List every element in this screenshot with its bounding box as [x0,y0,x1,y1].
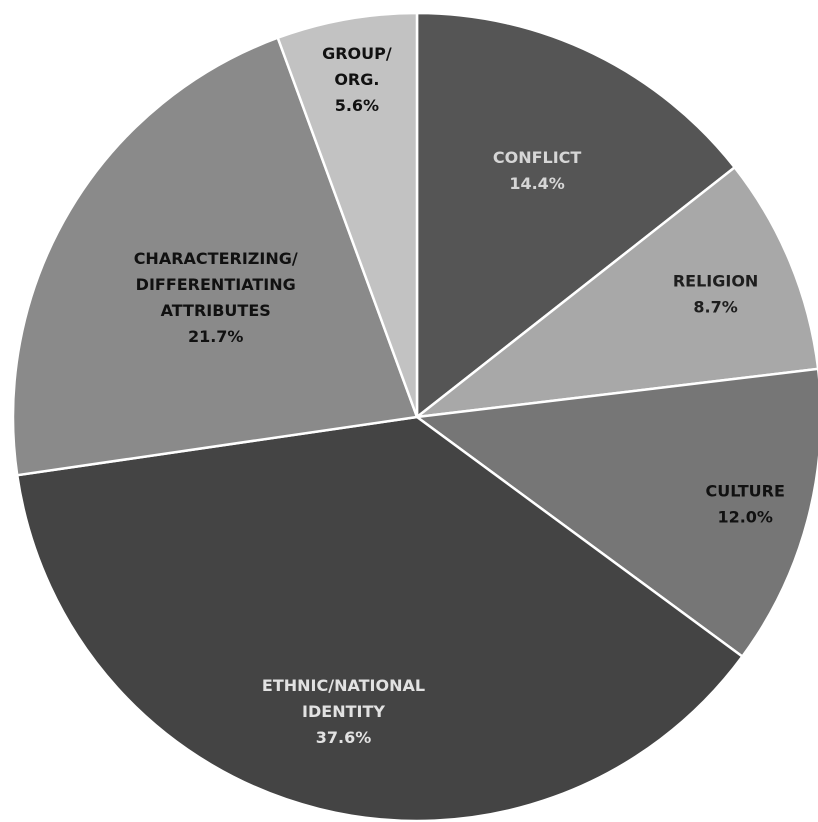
slice-category-label: CONFLICT [493,148,582,167]
slice-label: ETHNIC/NATIONAL IDENTITY 37.6% [262,676,425,747]
slice-value-label: 5.6% [335,96,379,115]
slice-category-label: ORG. [334,70,379,89]
pie-slice [413,367,818,659]
pie-slice [15,415,745,822]
slice-label: RELIGION 8.7% [673,271,758,316]
slice-category-label: ATTRIBUTES [161,301,271,320]
slice-value-label: 21.7% [188,327,244,346]
pie-slices [11,11,818,822]
slice-category-label: DIFFERENTIATING [136,275,296,294]
slice-label: CULTURE 12.0% [705,482,784,527]
slice-category-label: CULTURE [705,482,784,501]
slice-label: CONFLICT 14.4% [493,148,582,193]
pie-slice [11,36,419,477]
slice-category-label: RELIGION [673,271,758,290]
pie-slice [415,11,737,420]
slice-value-label: 12.0% [717,508,773,527]
slice-value-label: 8.7% [693,297,737,316]
pie-slice [412,165,818,419]
slice-value-label: 14.4% [509,174,565,193]
slice-category-label: ETHNIC/NATIONAL [262,676,425,695]
slice-value-label: 37.6% [316,728,372,747]
slice-category-label: IDENTITY [302,702,385,721]
slice-label: CHARACTERIZING/DIFFERENTIATING ATTRIBUTES… [134,249,298,346]
pie-slice [276,11,419,418]
slice-category-label: CHARACTERIZING/ [134,249,298,268]
slice-label: GROUP/ORG. 5.6% [322,44,392,115]
pie-labels: CONFLICT 14.4% RELIGION 8.7% CULTURE 12.0% ETH… [134,44,785,747]
slice-category-label: GROUP/ [322,44,392,63]
